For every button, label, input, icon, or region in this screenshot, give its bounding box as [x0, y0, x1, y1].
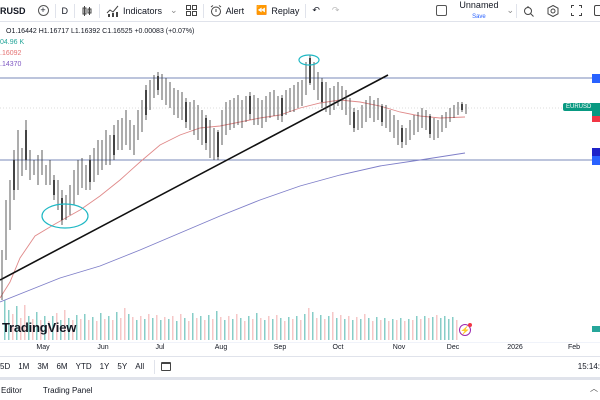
divider [74, 3, 76, 18]
save-label: Save [472, 14, 486, 20]
time-label: Aug [214, 344, 228, 351]
rewind-icon: ⏪ [256, 5, 268, 15]
replay-label: Replay [271, 5, 300, 16]
clock[interactable]: 15:14: [577, 362, 600, 371]
tradingview-logo[interactable]: TradingView [2, 320, 77, 335]
volume-value: 04.96 K [0, 39, 25, 46]
date-range-bar: 5D 1M 3M 6M YTD 1Y 5Y All 15:14: [0, 356, 600, 376]
range-1m[interactable]: 1M [18, 362, 30, 371]
divider [202, 3, 204, 18]
plus-icon: + [37, 5, 49, 16]
ma-50-line [0, 99, 466, 299]
range-5y[interactable]: 5Y [117, 362, 128, 371]
time-axis[interactable]: May Jun Jul Aug Sep Oct Nov Dec 2026 Feb [0, 342, 600, 354]
square-icon [436, 5, 448, 16]
ma-50-value: .16092 [0, 50, 22, 57]
range-all[interactable]: All [135, 362, 145, 371]
alert-label: Alert [225, 5, 245, 16]
divider [305, 3, 307, 18]
tab-trading-panel[interactable]: Trading Panel [42, 385, 93, 395]
time-label: 2026 [507, 344, 523, 351]
time-label: Jun [97, 344, 109, 351]
indicators-dropdown[interactable]: ⌄ [170, 5, 178, 15]
replay-button[interactable]: ⏪ Replay [250, 0, 305, 22]
symbol-price-tag: EURUSD [563, 103, 595, 111]
layout-name: Unnamed [459, 0, 499, 10]
alert-button[interactable]: Alert [204, 0, 251, 22]
price-axis[interactable] [592, 22, 600, 342]
tab-pine-editor[interactable]: Editor [1, 385, 22, 395]
price-chart[interactable] [0, 22, 600, 342]
trendline [0, 74, 389, 281]
notification-dot [468, 323, 472, 327]
time-label: Jul [155, 344, 165, 351]
camera-icon [594, 5, 600, 16]
divider [99, 3, 101, 18]
ma-200-line [0, 152, 466, 303]
range-1y[interactable]: 1Y [99, 362, 110, 371]
countdown-marker [592, 116, 600, 122]
time-label: Nov [392, 344, 406, 351]
annotation-ellipse-low [41, 203, 89, 229]
candlesticks [1, 55, 467, 300]
layout-checkbox[interactable] [430, 0, 453, 22]
compare-button[interactable]: + [32, 0, 55, 22]
volume-marker [592, 326, 600, 332]
volume-bars [4, 300, 458, 340]
time-label: Dec [446, 344, 460, 351]
indicators-label: Indicators [123, 5, 163, 16]
top-toolbar: RUSD + D Indicators ⌄ Alert ⏪ Replay ↶ ↷… [0, 0, 600, 22]
bottom-panel-tabs: Editor Trading Panel ︿ [0, 377, 600, 400]
symbol-label: RUSD [0, 5, 26, 16]
collapse-icon[interactable]: ︿ [590, 384, 598, 393]
fullscreen-button[interactable] [565, 0, 588, 22]
candles-icon [82, 5, 92, 16]
redo-button[interactable]: ↷ [326, 0, 346, 22]
interval-label: D [61, 5, 69, 16]
layout-name-button[interactable]: Unnamed Save [453, 0, 504, 22]
quick-search-button[interactable] [517, 0, 541, 22]
chart-pane[interactable] [0, 22, 600, 342]
time-label: Feb [567, 344, 581, 351]
interval-button[interactable]: D [56, 0, 75, 22]
current-price-marker [592, 103, 600, 116]
time-label: Oct [332, 344, 344, 351]
level-upper-marker [592, 74, 600, 83]
layouts-button[interactable] [180, 0, 203, 22]
gear-icon [547, 4, 559, 17]
snapshot-button[interactable] [588, 0, 600, 22]
range-3m[interactable]: 3M [37, 362, 49, 371]
redo-icon: ↷ [331, 5, 340, 15]
alarm-clock-icon [210, 4, 221, 16]
fullscreen-icon [571, 5, 582, 16]
range-ytd[interactable]: YTD [75, 362, 92, 371]
divider [54, 3, 56, 18]
divider [516, 3, 517, 18]
time-label: May [36, 344, 50, 351]
time-label: Sep [273, 344, 287, 351]
undo-icon: ↶ [312, 5, 320, 15]
indicators-button[interactable]: Indicators [100, 0, 168, 22]
annotation-ellipse-high [298, 54, 320, 66]
level-lower-marker [592, 156, 600, 165]
range-6m[interactable]: 6M [56, 362, 68, 371]
chart-type-button[interactable] [75, 0, 99, 22]
chart-legend: O1.16442 H1.16717 L1.16392 C1.16525 +0.0… [0, 26, 194, 70]
layout-dropdown[interactable]: ⌄ [506, 5, 514, 15]
symbol-search[interactable]: RUSD [0, 0, 32, 22]
indicators-icon [106, 5, 119, 17]
range-5d[interactable]: 5D [0, 362, 11, 371]
divider [154, 359, 156, 374]
lightning-icon[interactable]: ⚡ [459, 323, 472, 336]
ohlc-values: O1.16442 H1.16717 L1.16392 C1.16525 +0.0… [6, 28, 195, 35]
candle-bodies [13, 58, 463, 220]
settings-button[interactable] [541, 0, 565, 22]
undo-button[interactable]: ↶ [306, 0, 326, 22]
ma-200-value: .14370 [0, 61, 22, 68]
search-icon [524, 5, 534, 17]
grid-icon [185, 5, 197, 16]
ma-marker [592, 148, 600, 157]
calendar-icon[interactable] [161, 362, 172, 371]
